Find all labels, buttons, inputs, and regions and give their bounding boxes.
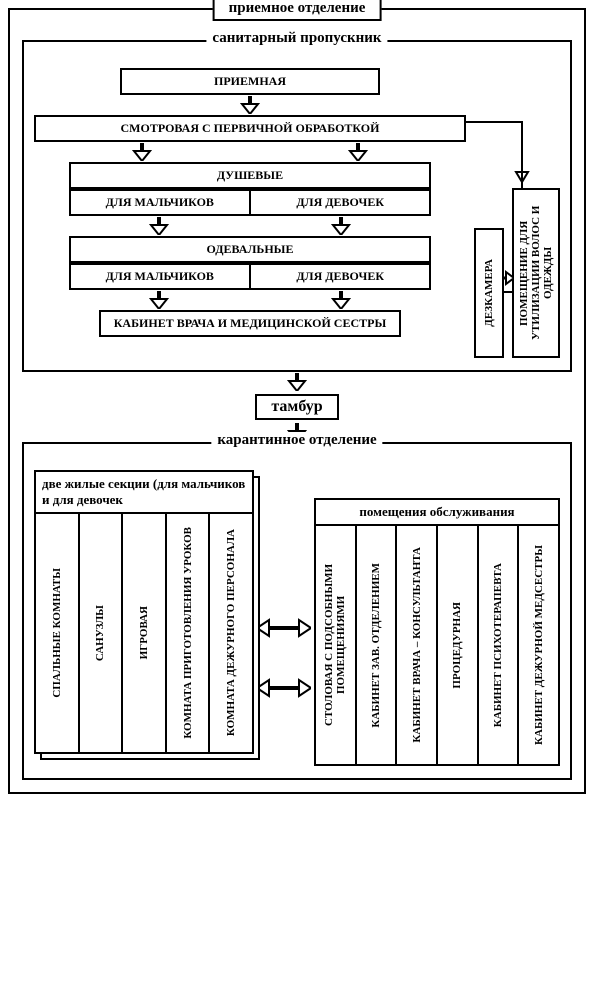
box-doctor: КАБИНЕТ ВРАЧА И МЕДИЦИНСКОЙ СЕСТРЫ (99, 310, 401, 337)
col-homework: КОМНАТА ПРИГОТОВЛЕНИЯ УРОКОВ (180, 521, 196, 745)
outer-title: приемное отделение (213, 0, 382, 21)
arrow-icon (34, 95, 466, 115)
service-header: помещения обслуживания (314, 498, 560, 526)
quarantine-section: карантинное отделение две жилые секции (… (22, 442, 572, 780)
box-dressing-boys: ДЛЯ МАЛЬЧИКОВ (69, 263, 251, 290)
showers-block: ДУШЕВЫЕ ДЛЯ МАЛЬЧИКОВ ДЛЯ ДЕВОЧЕК (69, 162, 432, 216)
box-showers: ДУШЕВЫЕ (69, 162, 432, 189)
label-dezcam: ДЕЗКАМЕРА (481, 253, 497, 333)
arrow-icon (22, 372, 572, 392)
living-header: две жилые секции (для мальчиков и для де… (34, 470, 254, 514)
sanitary-section: санитарный пропускник ПРИЕМНАЯ СМОТРОВАЯ… (22, 40, 572, 372)
arrow-pair-icon (69, 290, 432, 310)
arrow-pair-icon (34, 142, 466, 162)
arrow-pair-icon (69, 216, 432, 236)
sanitary-title: санитарный пропускник (206, 30, 387, 47)
col-head: КАБИНЕТ ЗАВ. ОТДЕЛЕНИЕМ (368, 557, 384, 734)
service-columns: СТОЛОВАЯ С ПОДСОБНЫМИ ПОМЕЩЕНИЯМИ КАБИНЕ… (314, 526, 560, 766)
box-dressing-girls: ДЛЯ ДЕВОЧЕК (251, 263, 431, 290)
box-showers-boys: ДЛЯ МАЛЬЧИКОВ (69, 189, 251, 216)
box-util: ПОМЕЩЕНИЕ ДЛЯ УТИЛИЗАЦИИ ВОЛОС И ОДЕЖДЫ (512, 188, 560, 358)
box-tambur: тамбур (255, 394, 338, 420)
box-reception: ПРИЕМНАЯ (120, 68, 379, 95)
col-toilets: САНУЗЛЫ (92, 599, 108, 667)
col-consult: КАБИНЕТ ВРАЧА – КОНСУЛЬТАНТА (409, 541, 425, 749)
bi-arrow-icon (257, 678, 311, 698)
col-staff: КОМНАТА ДЕЖУРНОГО ПЕРСОНАЛА (223, 523, 239, 742)
col-procedure: ПРОЦЕДУРНАЯ (449, 596, 465, 695)
label-util: ПОМЕЩЕНИЕ ДЛЯ УТИЛИЗАЦИИ ВОЛОС И ОДЕЖДЫ (516, 190, 556, 356)
col-playroom: ИГРОВАЯ (136, 600, 152, 665)
outer-frame: приемное отделение санитарный пропускник… (8, 8, 586, 794)
col-psycho: КАБИНЕТ ПСИХОТЕРАПЕВТА (490, 557, 506, 733)
service-rooms: помещения обслуживания СТОЛОВАЯ С ПОДСОБ… (314, 470, 560, 766)
living-sections: две жилые секции (для мальчиков и для де… (34, 470, 254, 766)
arrow-right-icon (502, 268, 514, 288)
col-nurse: КАБИНЕТ ДЕЖУРНОЙ МЕДСЕСТРЫ (531, 539, 547, 751)
quarantine-title: карантинное отделение (211, 432, 382, 449)
box-dezcam: ДЕЗКАМЕРА (474, 228, 504, 358)
living-columns: СПАЛЬНЫЕ КОМНАТЫ САНУЗЛЫ ИГРОВАЯ КОМНАТА… (34, 514, 254, 754)
bi-arrows (254, 470, 314, 766)
dressing-block: ОДЕВАЛЬНЫЕ ДЛЯ МАЛЬЧИКОВ ДЛЯ ДЕВОЧЕК (69, 236, 432, 290)
bi-arrow-icon (257, 618, 311, 638)
col-dining: СТОЛОВАЯ С ПОДСОБНЫМИ ПОМЕЩЕНИЯМИ (321, 526, 349, 764)
col-bedrooms: СПАЛЬНЫЕ КОМНАТЫ (49, 562, 65, 704)
box-exam: СМОТРОВАЯ С ПЕРВИЧНОЙ ОБРАБОТКОЙ (34, 115, 466, 142)
box-dressing: ОДЕВАЛЬНЫЕ (69, 236, 432, 263)
box-showers-girls: ДЛЯ ДЕВОЧЕК (251, 189, 431, 216)
